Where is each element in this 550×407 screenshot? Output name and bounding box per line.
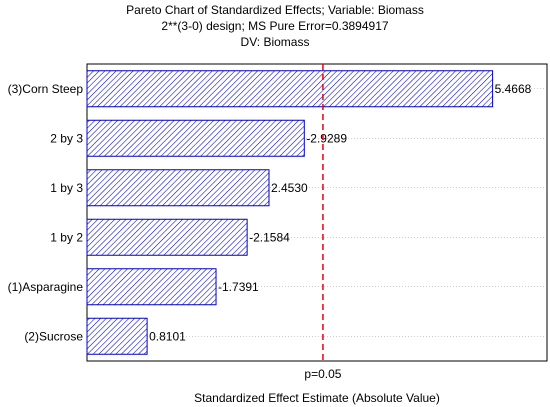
value-labels: 5.4668 -2.9289 2.4530 -2.1584 -1.7391 0.8101 [149, 82, 532, 344]
bar [86, 268, 217, 306]
value-label: -1.7391 [218, 280, 259, 294]
bar [86, 218, 248, 256]
bar [86, 119, 305, 157]
significance-label: p=0.05 [304, 367, 341, 381]
value-label: 0.8101 [149, 329, 186, 343]
chart-title-line-2: 2**(3-0) design; MS Pure Error=0.3894917 [161, 19, 388, 33]
bar [86, 70, 494, 108]
value-label: -2.9289 [306, 131, 347, 145]
value-label: -2.1584 [249, 230, 290, 244]
value-label: 2.4530 [271, 181, 308, 195]
bars [86, 70, 494, 355]
bar [86, 169, 270, 207]
category-label: 1 by 2 [50, 230, 83, 244]
category-label: 2 by 3 [50, 131, 83, 145]
x-axis-label: Standardized Effect Estimate (Absolute V… [194, 391, 440, 405]
chart-title-line-3: DV: Biomass [241, 35, 310, 49]
category-label: 1 by 3 [50, 181, 83, 195]
category-label: (1)Asparagine [8, 280, 84, 294]
plot-area [86, 63, 548, 362]
category-label: (3)Corn Steep [8, 82, 84, 96]
chart-title-line-1: Pareto Chart of Standardized Effects; Va… [126, 3, 424, 17]
category-label: (2)Sucrose [24, 329, 83, 343]
bar [86, 317, 148, 355]
value-label: 5.4668 [495, 82, 532, 96]
category-labels: (3)Corn Steep 2 by 3 1 by 3 1 by 2 (1)Aspara… [8, 82, 84, 344]
